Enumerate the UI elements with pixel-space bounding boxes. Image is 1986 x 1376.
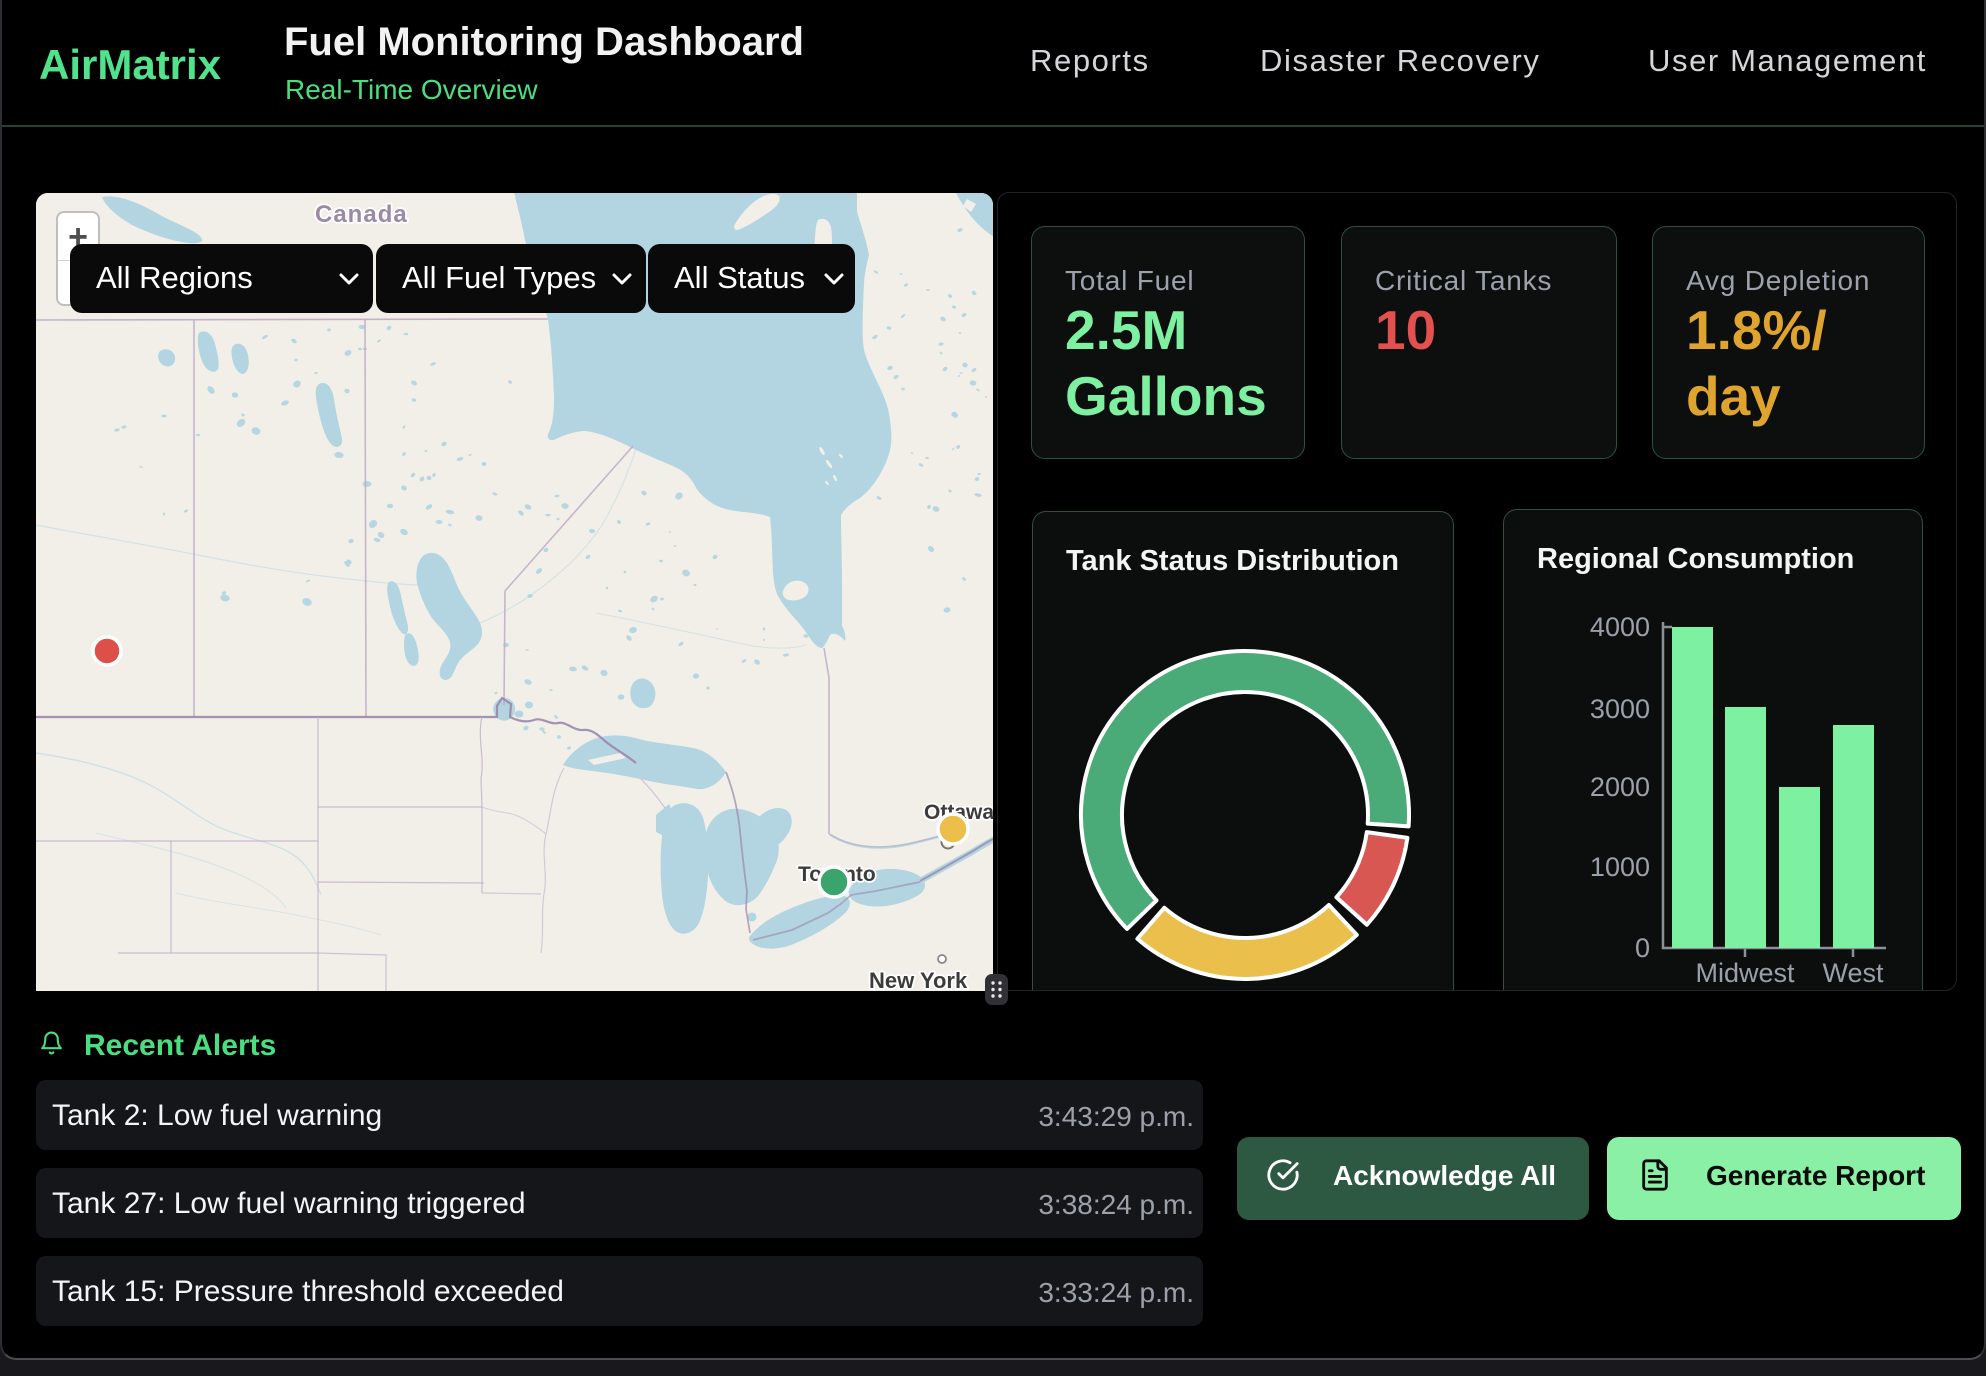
svg-text:4000: 4000 [1590, 612, 1650, 642]
svg-text:0: 0 [1635, 933, 1650, 963]
svg-text:2000: 2000 [1590, 772, 1650, 802]
svg-text:1000: 1000 [1590, 852, 1650, 882]
svg-text:New York: New York [869, 968, 968, 991]
svg-text:West: West [1822, 958, 1884, 988]
svg-text:3000: 3000 [1590, 694, 1650, 724]
svg-text:Canada: Canada [315, 201, 408, 228]
svg-text:Midwest: Midwest [1695, 958, 1795, 988]
